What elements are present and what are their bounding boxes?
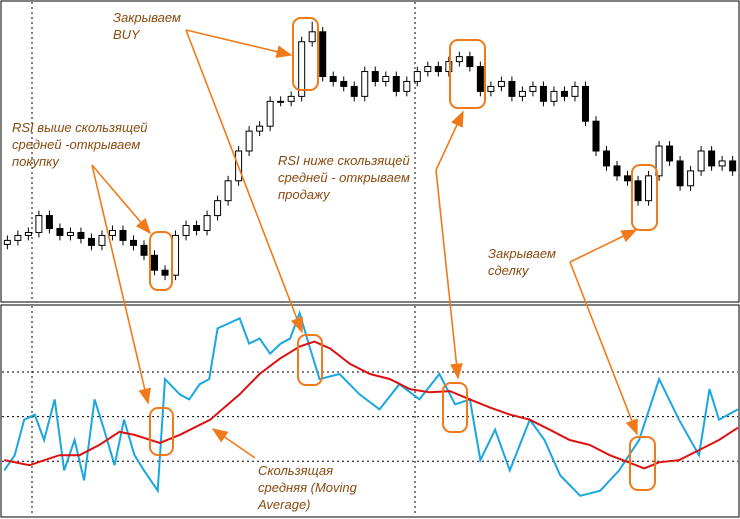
annotation: средняя (Moving: [258, 480, 358, 495]
candle-body: [266, 100, 274, 127]
candle-body: [287, 95, 295, 102]
candle-body: [350, 85, 358, 97]
candle-body: [151, 254, 159, 271]
candle-body: [634, 180, 642, 202]
annotation: сделку: [488, 263, 530, 278]
candle-body: [3, 239, 11, 245]
candle-body: [445, 61, 453, 73]
candle-body: [624, 175, 632, 182]
candle-body: [98, 234, 106, 246]
candle-body: [687, 170, 695, 187]
annotation: Закрываем: [488, 246, 556, 261]
candle-body: [645, 175, 653, 202]
candle-body: [108, 229, 116, 236]
candle-body: [487, 85, 495, 92]
candle-body: [592, 120, 600, 152]
candle-body: [718, 160, 726, 167]
candle-body: [571, 85, 579, 97]
annotation: средней - открываем: [278, 170, 410, 185]
candle-body: [666, 145, 674, 162]
candle-body: [308, 31, 316, 43]
candle-body: [455, 56, 463, 63]
candle-body: [277, 100, 285, 103]
candle-body: [256, 125, 264, 132]
candle-body: [371, 71, 379, 82]
candle-body: [14, 234, 22, 241]
candle-body: [119, 229, 127, 241]
annotation: BUY: [113, 27, 141, 42]
candle-body: [298, 41, 306, 97]
candle-body: [676, 160, 684, 187]
candle-body: [224, 180, 232, 202]
annotation: Закрываем: [113, 10, 181, 25]
candle-body: [550, 90, 558, 102]
candle-body: [382, 76, 390, 82]
candle-body: [214, 200, 222, 217]
candle-body: [434, 66, 442, 73]
candle-body: [466, 56, 474, 68]
candle-body: [476, 66, 484, 92]
candle-body: [424, 66, 432, 73]
candle-body: [708, 150, 716, 167]
candle-body: [392, 76, 400, 92]
candle-body: [161, 269, 169, 276]
candle-body: [403, 80, 411, 92]
candle-body: [172, 234, 180, 276]
candle-body: [560, 90, 568, 97]
candle-body: [203, 215, 211, 231]
annotation: RSI выше скользящей: [12, 120, 148, 135]
price-pane: [0, 0, 740, 303]
candle-body: [319, 31, 327, 78]
candle-body: [66, 231, 74, 236]
candle-body: [361, 71, 369, 97]
annotation: покупку: [12, 154, 60, 169]
annotation-shapes: [91, 17, 658, 491]
candle-body: [182, 225, 190, 236]
annotation: Average): [257, 497, 311, 512]
candle-body: [539, 85, 547, 102]
v-grid: [31, 2, 416, 516]
candle-body: [129, 239, 137, 246]
candle-body: [497, 80, 505, 87]
annotation: продажу: [278, 187, 331, 202]
candle-body: [613, 165, 621, 177]
candle-body: [529, 85, 537, 92]
series-line: [3, 309, 739, 497]
candle-body: [508, 80, 516, 97]
series-line: [4, 340, 739, 470]
candle-body: [24, 231, 32, 236]
candle-body: [655, 145, 663, 177]
candle-body: [245, 130, 253, 152]
candle-body: [729, 160, 737, 172]
candle-body: [581, 85, 589, 122]
candle-body: [413, 71, 421, 82]
candle-body: [77, 231, 85, 239]
candle-body: [329, 76, 337, 82]
annotation: RSI ниже скользящей: [278, 153, 410, 168]
candle-body: [56, 227, 64, 236]
annotation: средней -открываем: [12, 137, 140, 152]
annotation: Скользящая: [258, 463, 333, 478]
candle-body: [35, 215, 43, 233]
candle-body: [45, 215, 53, 229]
candle-body: [193, 225, 201, 231]
candle-body: [518, 90, 526, 97]
candle-body: [87, 237, 95, 246]
candle-body: [340, 80, 348, 87]
candle-body: [603, 150, 611, 167]
candle-body: [140, 244, 148, 256]
candle-body: [697, 150, 705, 172]
rsi-pane: [0, 304, 740, 518]
